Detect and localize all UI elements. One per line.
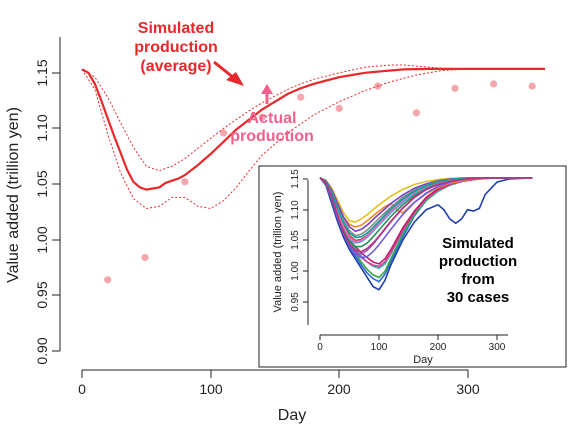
actual-production-point [141, 253, 149, 262]
inset-case-line [319, 177, 533, 291]
main-x-axis-title: Day [278, 407, 306, 424]
simulated-label-line: production [134, 39, 218, 56]
main-x-tick-label: 0 [78, 381, 86, 397]
simulated-average-annotation: Simulated production (average) [134, 20, 244, 86]
main-x-tick-label: 300 [456, 381, 480, 397]
actual-production-point [181, 178, 189, 186]
actual-label-line: production [230, 128, 314, 145]
inset-y-tick-label: 1.05 [290, 230, 301, 250]
simulated-range-line [81, 64, 545, 172]
simulated-label-line: (average) [140, 58, 211, 75]
main-y-axis: 0.90 0.95 1.00 1.05 1.10 1.15 Value adde… [5, 37, 61, 365]
simulated-arrow-shaft [213, 60, 235, 80]
actual-production-points [104, 80, 536, 284]
main-x-tick-label: 100 [199, 381, 223, 397]
simulated-label-line: Simulated [138, 20, 214, 37]
inset-x-tick-label: 200 [430, 342, 447, 353]
main-x-axis: 0 100 200 300 Day [78, 369, 480, 424]
actual-production-annotation: Actual production [230, 84, 314, 145]
inset-y-axis-title: Value added (trillion yen) [272, 192, 284, 313]
inset-y-tick-label: 1.00 [290, 261, 301, 281]
main-y-tick-label: 0.90 [34, 337, 50, 364]
main-y-tick-label: 0.95 [34, 281, 50, 308]
actual-production-point [335, 104, 343, 112]
inset-annotation-line: 30 cases [447, 289, 510, 306]
actual-production-point [258, 113, 266, 121]
actual-label-line: Actual [248, 110, 297, 127]
actual-production-point [490, 80, 498, 88]
actual-production-point [451, 84, 459, 92]
inset-case-lines [319, 177, 533, 291]
inset-y-tick-label: 1.10 [290, 200, 301, 220]
actual-production-point [528, 82, 536, 90]
inset-case-line [319, 177, 533, 253]
actual-production-point [412, 109, 420, 117]
simulated-production-lines [81, 64, 545, 210]
inset-annotation-line: Simulated [442, 235, 514, 252]
actual-production-point [219, 129, 228, 137]
main-y-axis-title: Value added (trillion yen) [5, 107, 22, 283]
inset-x-tick-label: 300 [489, 342, 506, 353]
inset-y-tick-label: 0.95 [290, 292, 301, 312]
main-x-tick-label: 200 [327, 381, 351, 397]
inset-panel: 0.95 1.00 1.05 1.10 1.15 Value added (tr… [258, 165, 567, 368]
main-y-tick-label: 1.10 [34, 114, 50, 141]
inset-y-tick-label: 1.15 [290, 169, 301, 189]
inset-annotation-line: production [439, 253, 517, 270]
simulated-arrow-head [226, 72, 244, 86]
main-y-tick-label: 1.05 [34, 170, 50, 197]
inset-annotation-line: from [461, 271, 494, 288]
main-y-tick-label: 1.00 [34, 226, 50, 253]
main-y-tick-label: 1.15 [34, 59, 50, 86]
inset-x-tick-label: 100 [371, 342, 388, 353]
actual-production-point [104, 276, 112, 284]
simulated-average-line [81, 67, 545, 191]
actual-arrow-head [261, 84, 273, 94]
inset-x-tick-label: 0 [317, 342, 323, 353]
actual-production-point [297, 93, 305, 101]
inset-x-axis-title: Day [413, 354, 433, 366]
